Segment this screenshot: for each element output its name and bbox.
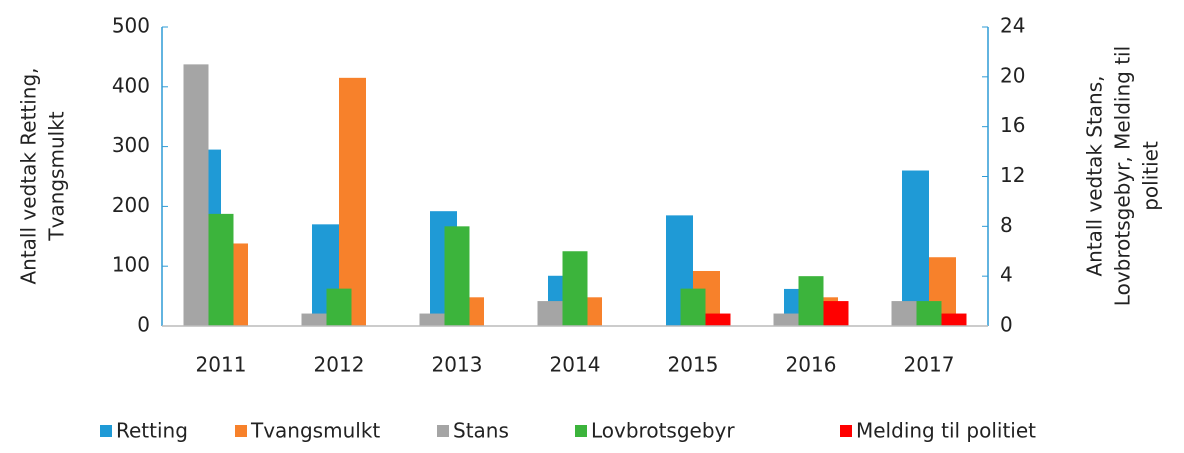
x-tick-label: 2015 bbox=[668, 353, 719, 377]
legend-label: Stans bbox=[453, 419, 509, 443]
bar bbox=[326, 288, 352, 326]
x-tick-label: 2017 bbox=[904, 353, 955, 377]
y2-tick-label: 0 bbox=[1000, 313, 1013, 337]
legend-label: Melding til politiet bbox=[856, 419, 1036, 443]
x-tick-label: 2013 bbox=[432, 353, 483, 377]
y2-axis-label: politiet bbox=[1139, 141, 1163, 211]
bar bbox=[680, 288, 706, 326]
x-tick-label: 2016 bbox=[786, 353, 837, 377]
y-tick-label: 0 bbox=[137, 313, 150, 337]
y-tick-label: 100 bbox=[112, 253, 150, 277]
bar bbox=[183, 64, 209, 326]
bar bbox=[419, 313, 445, 326]
y-axis-label: Antall vedtak Retting, bbox=[17, 67, 41, 284]
bar bbox=[705, 313, 731, 326]
y-axis-label: Tvangsmulkt bbox=[45, 111, 69, 241]
legend-swatch bbox=[100, 425, 112, 437]
bar bbox=[916, 301, 942, 326]
bar bbox=[339, 77, 366, 326]
y2-axis-label: Antall vedtak Stans, bbox=[1083, 75, 1107, 276]
legend-swatch bbox=[575, 425, 587, 437]
bar bbox=[537, 301, 563, 326]
legend-label: Tvangsmulkt bbox=[250, 419, 380, 443]
y2-axis-label: Lovbrotsgebyr, Melding til bbox=[1111, 46, 1135, 306]
legend-label: Retting bbox=[116, 419, 188, 443]
y2-tick-label: 12 bbox=[1000, 163, 1025, 187]
y2-tick-label: 4 bbox=[1000, 263, 1013, 287]
x-tick-label: 2011 bbox=[196, 353, 247, 377]
y2-tick-label: 16 bbox=[1000, 113, 1025, 137]
bar bbox=[902, 170, 929, 326]
bar bbox=[301, 313, 327, 326]
bar bbox=[444, 226, 470, 326]
legend-swatch bbox=[437, 425, 449, 437]
legend-label: Lovbrotsgebyr bbox=[591, 419, 735, 443]
bar bbox=[891, 301, 917, 326]
x-tick-label: 2014 bbox=[550, 353, 601, 377]
bar bbox=[941, 313, 967, 326]
y-tick-label: 300 bbox=[112, 133, 150, 157]
y2-tick-label: 20 bbox=[1000, 63, 1025, 87]
bar bbox=[208, 213, 234, 326]
bar bbox=[823, 301, 849, 326]
y2-tick-label: 8 bbox=[1000, 213, 1013, 237]
bar bbox=[773, 313, 799, 326]
legend-swatch bbox=[840, 425, 852, 437]
bar bbox=[798, 276, 824, 326]
legend-swatch bbox=[235, 425, 247, 437]
y-tick-label: 500 bbox=[112, 14, 150, 38]
y-tick-label: 400 bbox=[112, 73, 150, 97]
y2-tick-label: 24 bbox=[1000, 14, 1025, 38]
y-tick-label: 200 bbox=[112, 193, 150, 217]
x-tick-label: 2012 bbox=[314, 353, 365, 377]
bar bbox=[562, 251, 588, 326]
